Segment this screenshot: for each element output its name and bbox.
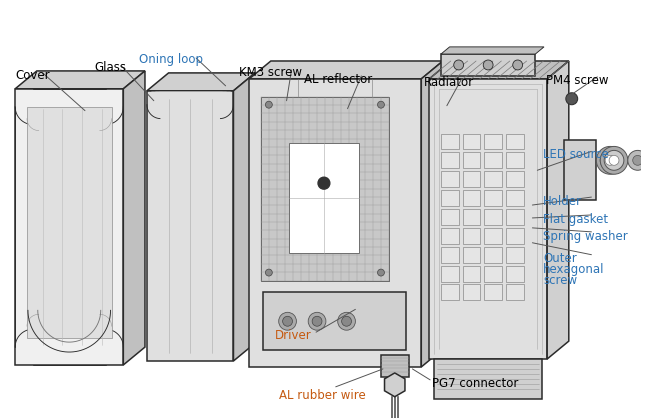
Bar xyxy=(441,134,459,150)
Text: AL rubber wire: AL rubber wire xyxy=(279,389,365,402)
Circle shape xyxy=(378,269,384,276)
Text: PM4 screw: PM4 screw xyxy=(546,74,608,87)
Bar xyxy=(441,228,459,244)
Polygon shape xyxy=(441,47,544,54)
Bar xyxy=(506,209,523,225)
Polygon shape xyxy=(547,61,569,359)
Text: Outer: Outer xyxy=(543,252,577,265)
Polygon shape xyxy=(147,73,255,91)
Circle shape xyxy=(596,146,624,174)
Circle shape xyxy=(378,101,384,108)
Text: Spring washer: Spring washer xyxy=(543,230,628,243)
Circle shape xyxy=(609,155,619,165)
Polygon shape xyxy=(381,355,408,377)
Circle shape xyxy=(483,60,493,70)
Circle shape xyxy=(632,155,643,165)
Text: screw: screw xyxy=(543,274,577,287)
Bar xyxy=(484,171,502,187)
Polygon shape xyxy=(147,91,233,361)
Bar xyxy=(506,190,523,206)
Text: PG7 connector: PG7 connector xyxy=(432,377,519,390)
Circle shape xyxy=(628,150,647,170)
Polygon shape xyxy=(289,143,359,253)
Circle shape xyxy=(513,60,523,70)
Bar xyxy=(506,228,523,244)
Circle shape xyxy=(605,155,615,165)
Circle shape xyxy=(265,101,272,108)
Text: Glass: Glass xyxy=(95,61,127,74)
Bar xyxy=(506,134,523,150)
Bar xyxy=(441,190,459,206)
Bar xyxy=(463,266,480,282)
Circle shape xyxy=(279,312,296,330)
Circle shape xyxy=(600,146,628,174)
Bar xyxy=(484,134,502,150)
Bar xyxy=(441,247,459,263)
Bar xyxy=(463,171,480,187)
Bar xyxy=(484,228,502,244)
Bar xyxy=(441,266,459,282)
Bar xyxy=(506,266,523,282)
Polygon shape xyxy=(385,373,405,397)
Circle shape xyxy=(338,312,356,330)
Circle shape xyxy=(604,150,624,170)
Polygon shape xyxy=(249,61,443,79)
Polygon shape xyxy=(434,359,542,399)
Text: Holder: Holder xyxy=(543,195,582,208)
Polygon shape xyxy=(429,61,569,79)
Text: KM3 screw: KM3 screw xyxy=(239,66,302,79)
Bar xyxy=(441,171,459,187)
Bar xyxy=(441,285,459,300)
Text: Driver: Driver xyxy=(275,329,311,342)
Polygon shape xyxy=(249,79,421,367)
Circle shape xyxy=(265,269,272,276)
Bar xyxy=(484,209,502,225)
Bar xyxy=(506,285,523,300)
Bar xyxy=(506,171,523,187)
Bar xyxy=(463,247,480,263)
Circle shape xyxy=(566,93,578,105)
Polygon shape xyxy=(124,71,145,365)
Text: Cover: Cover xyxy=(15,69,50,82)
Circle shape xyxy=(454,60,463,70)
Polygon shape xyxy=(27,107,112,338)
Bar xyxy=(484,266,502,282)
Text: LED source: LED source xyxy=(543,148,609,161)
Polygon shape xyxy=(441,54,536,76)
Bar xyxy=(441,153,459,168)
Bar xyxy=(463,285,480,300)
Polygon shape xyxy=(15,71,145,89)
Bar xyxy=(484,153,502,168)
Text: AL reflector: AL reflector xyxy=(304,73,372,86)
Circle shape xyxy=(283,316,292,326)
Circle shape xyxy=(600,150,620,170)
Polygon shape xyxy=(564,140,596,200)
Bar xyxy=(463,153,480,168)
Text: Oning loop: Oning loop xyxy=(139,53,203,66)
Bar xyxy=(463,209,480,225)
Polygon shape xyxy=(15,89,124,365)
Polygon shape xyxy=(233,73,255,361)
Polygon shape xyxy=(429,79,547,359)
Text: Flat gasket: Flat gasket xyxy=(543,213,608,226)
Bar xyxy=(484,190,502,206)
Circle shape xyxy=(308,312,326,330)
Bar xyxy=(463,228,480,244)
Bar xyxy=(506,247,523,263)
Polygon shape xyxy=(261,97,389,281)
Bar xyxy=(463,190,480,206)
Bar xyxy=(441,209,459,225)
Polygon shape xyxy=(421,61,443,367)
Bar xyxy=(484,247,502,263)
Bar xyxy=(506,153,523,168)
Bar xyxy=(484,285,502,300)
Circle shape xyxy=(342,316,352,326)
Polygon shape xyxy=(263,292,406,350)
Text: hexagonal: hexagonal xyxy=(543,263,604,276)
Circle shape xyxy=(318,177,330,189)
Bar xyxy=(463,134,480,150)
Circle shape xyxy=(312,316,322,326)
Text: Radiator: Radiator xyxy=(424,76,474,89)
